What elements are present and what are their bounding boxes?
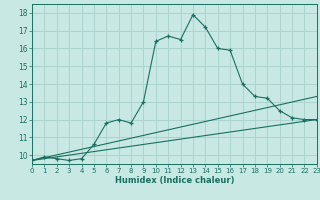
X-axis label: Humidex (Indice chaleur): Humidex (Indice chaleur) [115, 176, 234, 185]
